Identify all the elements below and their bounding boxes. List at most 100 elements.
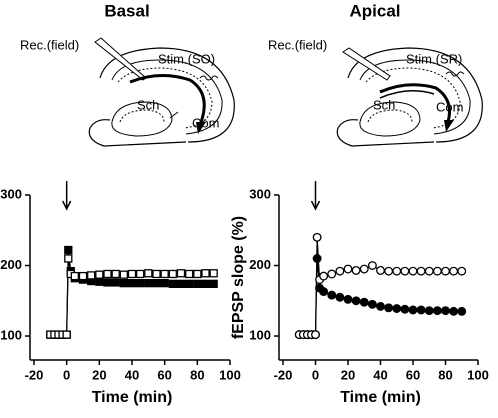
data-point bbox=[424, 306, 434, 316]
data-point bbox=[312, 232, 322, 242]
x-tick-label: 20 bbox=[92, 367, 106, 382]
data-point bbox=[201, 269, 210, 278]
data-point bbox=[311, 330, 320, 340]
data-point bbox=[193, 279, 202, 288]
commissural-label: Com bbox=[436, 99, 463, 114]
data-point bbox=[119, 270, 128, 279]
y-tick-label: 100 bbox=[0, 327, 22, 342]
data-point bbox=[359, 297, 369, 307]
data-point bbox=[384, 303, 394, 313]
data-point bbox=[70, 271, 79, 281]
data-point bbox=[160, 269, 169, 279]
x-axis-label: Time (min) bbox=[92, 389, 173, 406]
stimulus-arrowhead bbox=[310, 200, 321, 211]
y-tick-label: 300 bbox=[0, 186, 22, 201]
x-tick-label: -20 bbox=[25, 367, 44, 382]
pathway-label: Sch bbox=[373, 97, 395, 112]
x-tick-label: 100 bbox=[467, 367, 489, 382]
x-tick-label: 60 bbox=[157, 367, 171, 382]
data-point bbox=[359, 264, 369, 274]
data-point bbox=[319, 271, 329, 281]
data-point bbox=[367, 261, 377, 270]
y-tick-label: 300 bbox=[249, 186, 271, 201]
data-point bbox=[119, 278, 128, 288]
data-point bbox=[351, 296, 361, 306]
series-line bbox=[299, 237, 462, 336]
x-tick-label: 20 bbox=[341, 367, 355, 382]
data-point bbox=[327, 290, 337, 300]
data-point bbox=[168, 269, 177, 279]
data-point bbox=[152, 269, 161, 279]
data-point bbox=[95, 277, 104, 286]
data-point bbox=[376, 265, 385, 275]
data-point bbox=[400, 304, 410, 314]
x-tick-label: 40 bbox=[373, 367, 387, 382]
pathway-label: Sch bbox=[137, 97, 159, 112]
data-point bbox=[127, 269, 137, 279]
data-point bbox=[103, 269, 112, 279]
data-point bbox=[408, 266, 418, 276]
data-point bbox=[408, 305, 418, 315]
data-point bbox=[343, 294, 353, 304]
data-point bbox=[209, 279, 218, 288]
data-point bbox=[87, 271, 96, 280]
data-point bbox=[367, 299, 377, 309]
x-tick-label: 100 bbox=[219, 367, 241, 382]
chart-title: Basal bbox=[104, 1, 149, 20]
stimulation-label: Stim.(SR) bbox=[406, 51, 462, 66]
data-point bbox=[449, 306, 459, 316]
data-point bbox=[376, 301, 385, 311]
data-point bbox=[136, 278, 145, 288]
y-tick-label: 200 bbox=[0, 257, 22, 272]
data-point bbox=[441, 306, 450, 316]
x-tick-label: 40 bbox=[125, 367, 139, 382]
data-point bbox=[201, 279, 210, 288]
data-point bbox=[136, 269, 145, 279]
data-point bbox=[144, 278, 153, 288]
data-point bbox=[319, 287, 329, 297]
data-point bbox=[111, 278, 120, 287]
data-point bbox=[335, 292, 345, 302]
data-point bbox=[168, 279, 177, 288]
data-point bbox=[176, 269, 186, 278]
data-point bbox=[335, 266, 345, 276]
data-point bbox=[64, 254, 73, 263]
data-point bbox=[441, 266, 450, 276]
data-point bbox=[392, 304, 402, 313]
x-tick-label: 0 bbox=[312, 367, 319, 382]
y-tick-label: 200 bbox=[249, 257, 271, 272]
data-point bbox=[152, 278, 161, 288]
y-tick-label: 100 bbox=[249, 327, 271, 342]
data-point bbox=[327, 269, 337, 279]
stimulation-label: Stim.(SO) bbox=[158, 51, 215, 66]
recording-label: Rec.(field) bbox=[20, 37, 79, 52]
data-point bbox=[449, 266, 459, 276]
data-point bbox=[160, 278, 169, 288]
data-point bbox=[209, 269, 218, 278]
x-axis-label: Time (min) bbox=[340, 389, 421, 406]
data-point bbox=[64, 245, 73, 255]
x-tick-label: 80 bbox=[438, 367, 452, 382]
data-point bbox=[62, 330, 71, 339]
x-tick-label: -20 bbox=[274, 367, 293, 382]
data-point bbox=[343, 264, 353, 274]
data-point bbox=[193, 269, 202, 279]
data-point bbox=[127, 278, 137, 288]
recording-label: Rec.(field) bbox=[268, 37, 327, 52]
diagram-apical bbox=[336, 47, 483, 147]
series-line bbox=[50, 249, 214, 336]
data-point bbox=[416, 266, 426, 276]
data-point bbox=[95, 270, 104, 279]
data-point bbox=[176, 279, 186, 288]
data-point bbox=[457, 266, 467, 276]
chart-title: Apical bbox=[349, 1, 400, 20]
data-point bbox=[351, 265, 361, 275]
x-tick-label: 0 bbox=[63, 367, 70, 382]
data-point bbox=[111, 269, 120, 279]
data-point bbox=[424, 266, 434, 276]
data-point bbox=[416, 305, 426, 315]
stimulus-arrowhead bbox=[61, 200, 72, 211]
y-axis-label: fEPSP slope (%) bbox=[230, 216, 247, 339]
